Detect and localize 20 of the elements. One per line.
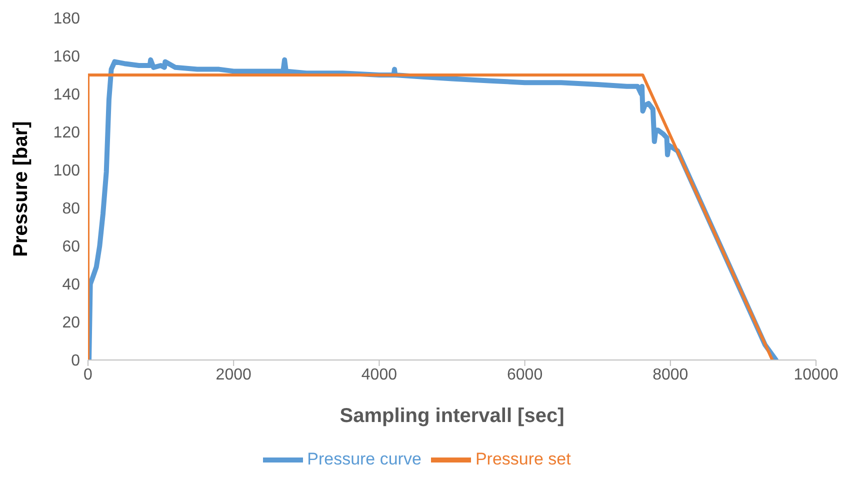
x-tick-label: 8000	[652, 366, 688, 384]
legend-label: Pressure curve	[307, 449, 422, 468]
x-tick-label: 4000	[361, 366, 398, 384]
y-axis-title: Pressure [bar]	[10, 121, 32, 257]
y-tick-label: 140	[53, 86, 80, 104]
y-tick-label: 20	[62, 314, 80, 332]
y-tick-label: 100	[53, 162, 80, 180]
y-tick-label: 60	[62, 238, 80, 256]
x-tick-label: 0	[84, 366, 93, 384]
x-axis-title: Sampling intervall [sec]	[340, 405, 564, 427]
y-tick-label: 160	[53, 48, 80, 66]
y-tick-label: 0	[71, 352, 80, 370]
legend-label: Pressure set	[475, 449, 571, 468]
y-tick-label: 180	[53, 10, 80, 28]
x-tick-label: 2000	[216, 366, 252, 384]
x-tick-label: 6000	[507, 366, 543, 384]
x-tick-label: 10000	[794, 366, 838, 384]
y-tick-label: 40	[62, 276, 80, 294]
y-tick-label: 120	[53, 124, 80, 142]
y-tick-label: 80	[62, 200, 80, 218]
